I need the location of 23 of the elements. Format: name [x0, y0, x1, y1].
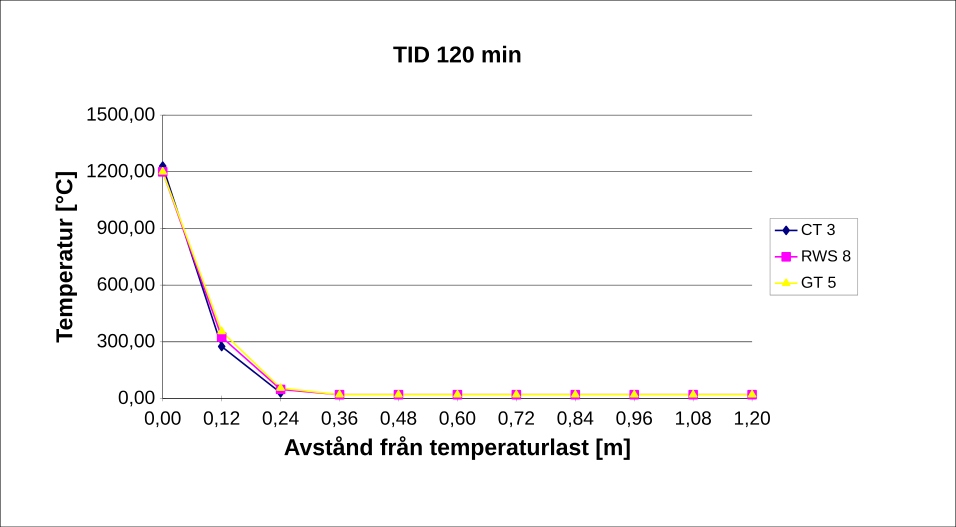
x-tick-label: 0,36 [322, 411, 358, 427]
x-tick-label: 0,12 [204, 411, 240, 427]
y-tick-label: 900,00 [98, 220, 154, 236]
x-tick-label: 0,60 [440, 411, 476, 427]
y-tick-label: 600,00 [98, 277, 154, 293]
legend-label: RWS 8 [802, 250, 850, 262]
y-tick-label: 1500,00 [88, 107, 154, 123]
x-tick-label: 0,00 [144, 411, 181, 427]
y-tick-label: 300,00 [97, 334, 154, 350]
x-tick-label: 0,24 [262, 411, 299, 427]
x-tick-label: 1,20 [734, 411, 770, 427]
y-axis-title: Temperatur [°C] [56, 172, 77, 342]
legend-label: CT 3 [802, 224, 835, 236]
x-tick-label: 1,08 [676, 411, 711, 427]
x-tick-label: 0,48 [380, 411, 416, 427]
chart-title: TID 120 min [393, 46, 520, 63]
x-tick-label: 0,96 [616, 411, 652, 427]
y-tick-label: 1200,00 [88, 164, 154, 180]
x-tick-label: 0,72 [498, 411, 534, 427]
legend-label: GT 5 [802, 276, 836, 288]
x-axis-title: Avstånd från temperaturlast [m] [284, 436, 630, 460]
x-tick-label: 0,84 [557, 411, 594, 427]
y-tick-label: 0,00 [118, 390, 154, 406]
